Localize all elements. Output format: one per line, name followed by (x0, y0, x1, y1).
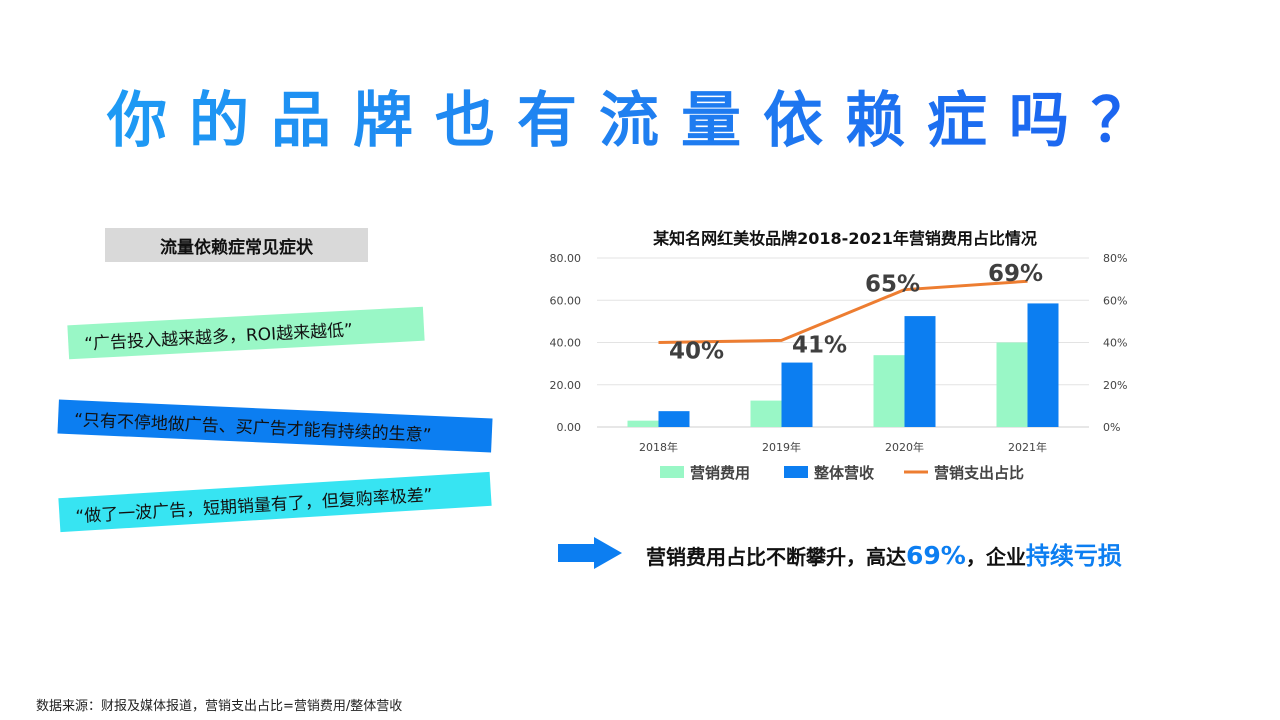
legend-label: 营销支出占比 (934, 464, 1024, 482)
ratio-data-label: 41% (792, 332, 847, 358)
legend-label: 整体营收 (814, 464, 874, 482)
y-right-tick-label: 60% (1103, 294, 1127, 307)
y-right-tick-label: 20% (1103, 379, 1127, 392)
y-left-tick-label: 0.00 (557, 421, 582, 434)
legend-label: 营销费用 (690, 464, 750, 482)
bar-marketing-cost (873, 355, 905, 427)
arrow-right-icon (558, 537, 622, 569)
legend-swatch (784, 466, 808, 478)
y-left-tick-label: 60.00 (550, 294, 582, 307)
ratio-data-label: 40% (669, 339, 724, 365)
y-left-tick-label: 20.00 (550, 379, 582, 392)
legend-swatch (660, 466, 684, 478)
bar-revenue (1027, 303, 1059, 427)
page-title: 你的品牌也有流量依赖症吗？ (0, 72, 1280, 159)
conclusion-value: 69% (906, 540, 966, 570)
symptom-quote-3: “做了一波广告，短期销量有了，但复购率极差” (58, 471, 492, 533)
data-source-note: 数据来源：财报及媒体报道，营销支出占比=营销费用/整体营收 (36, 699, 403, 714)
y-right-tick-label: 40% (1103, 337, 1127, 350)
symptoms-header: 流量依赖症常见症状 (105, 228, 368, 262)
bar-marketing-cost (996, 342, 1028, 427)
y-right-tick-label: 80% (1103, 252, 1127, 265)
conclusion-prefix: 营销费用占比不断攀升，高达 (646, 544, 906, 569)
x-tick-label: 2019年 (762, 440, 801, 454)
y-left-tick-label: 40.00 (550, 337, 582, 350)
conclusion-emphasis: 持续亏损 (1025, 541, 1122, 570)
ratio-data-label: 65% (865, 272, 920, 298)
conclusion: 营销费用占比不断攀升，高达69%，企业持续亏损 (558, 536, 1122, 571)
x-tick-label: 2018年 (639, 440, 678, 454)
symptom-quote-2: “只有不停地做广告、买广告才能有持续的生意” (57, 399, 493, 453)
ratio-line (658, 279, 1028, 344)
bar-marketing-cost (750, 400, 782, 427)
bar-marketing-cost (627, 420, 659, 427)
y-left-tick-label: 80.00 (550, 252, 582, 265)
bar-revenue (904, 316, 936, 427)
marketing-ratio-chart: 某知名网红美妆品牌2018-2021年营销费用占比情况 40% 41% 65% 69%… (550, 229, 1128, 482)
bar-revenue (781, 362, 813, 427)
bar-revenue (658, 411, 690, 427)
symptom-quote-1: “广告投入越来越多，ROI越来越低” (67, 306, 425, 360)
ratio-data-label: 69% (988, 261, 1043, 287)
y-right-tick-label: 0% (1103, 421, 1120, 434)
conclusion-text: 营销费用占比不断攀升，高达69%，企业持续亏损 (646, 536, 1122, 571)
x-tick-label: 2021年 (1008, 440, 1047, 454)
conclusion-middle: ，企业 (965, 544, 1026, 569)
chart-title: 某知名网红美妆品牌2018-2021年营销费用占比情况 (652, 229, 1037, 248)
x-tick-label: 2020年 (885, 440, 924, 454)
